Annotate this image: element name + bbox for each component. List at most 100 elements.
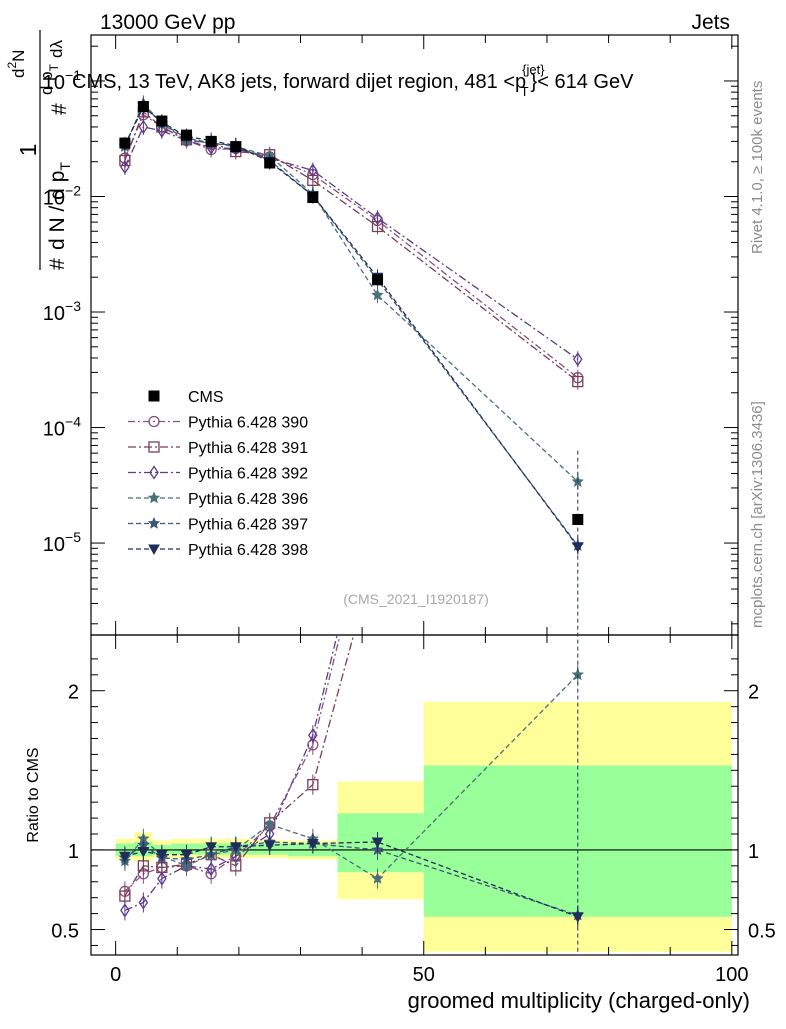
ylabel-hash-left: # <box>46 258 69 270</box>
series-point-main-2-9 <box>573 352 583 367</box>
legend-marker-5 <box>148 544 160 556</box>
series-point-ratio-5-5 <box>229 842 242 853</box>
yr-tick-label-right-0: 0.5 <box>748 921 776 943</box>
ym-tick-label-4: 10−1 <box>43 67 81 94</box>
series-point-ratio-5-3 <box>180 850 193 861</box>
uncertainty-bands <box>115 701 732 952</box>
legend-marker-4 <box>147 516 161 529</box>
x-axis-label: groomed multiplicity (charged-only) <box>408 988 750 1013</box>
series-line-main-4 <box>124 103 579 547</box>
series-point-main-1-9 <box>572 375 584 388</box>
series-point-ratio-2-0 <box>120 903 130 918</box>
ylabel-den: d pT <box>37 63 61 95</box>
header-right: Jets <box>691 11 730 34</box>
data-point-2 <box>156 115 168 127</box>
x-tick-label-0: 0 <box>110 964 121 986</box>
band-inner-9 <box>423 765 732 917</box>
data-point-8 <box>372 274 384 286</box>
series-point-ratio-3-8 <box>371 871 384 884</box>
series-line-main-0 <box>124 113 579 379</box>
data-point-5 <box>230 141 242 153</box>
yr-tick-label-right-2: 2 <box>748 682 759 704</box>
analysis-tag: (CMS_2021_I1920187) <box>343 591 489 607</box>
series-point-ratio-5-0 <box>119 851 131 863</box>
yr-tick-label-right-1: 1 <box>748 841 759 863</box>
data-point-0 <box>119 137 131 149</box>
series-point-ratio-5-8 <box>371 837 384 848</box>
series-point-ratio-2-1 <box>138 895 149 910</box>
series-point-ratio-2-4 <box>206 861 216 877</box>
data-point-4 <box>205 135 217 147</box>
series-point-ratio-3-6 <box>263 817 277 830</box>
legend-label-3: Pythia 6.428 396 <box>188 491 308 508</box>
legend-marker-0 <box>148 415 160 428</box>
legend-marker-1 <box>148 441 160 453</box>
series-point-main-2-8 <box>372 210 383 226</box>
series-line-ratio-3 <box>124 674 579 880</box>
title-subscript: T <box>521 84 529 99</box>
legend-label-5: Pythia 6.428 398 <box>188 542 308 559</box>
axis-ticks: 0 50 100 10−5 10−4 10−3 10−2 10−1 0.5 0.5 1 1 2 2 <box>43 35 776 986</box>
series-point-main-2-7 <box>308 163 318 178</box>
data-point-1 <box>137 101 149 113</box>
series-point-ratio-5-6 <box>263 840 276 852</box>
ylabel-hash-right: # <box>48 103 71 115</box>
series-point-ratio-5-2 <box>156 850 168 861</box>
series-line-main-1 <box>124 110 579 383</box>
ylabel-one: 1 <box>15 144 41 157</box>
legend-label-1: Pythia 6.428 391 <box>188 440 308 457</box>
series-line-ratio-5 <box>124 841 579 918</box>
side-label-mcplots: mcplots.cern.ch [arXiv:1306.3436] <box>749 401 766 628</box>
plot-frames <box>90 34 739 956</box>
series-point-main-2-2 <box>157 123 167 139</box>
series-point-ratio-5-7 <box>306 839 319 850</box>
header-left: 13000 GeV pp <box>100 11 235 34</box>
data-point-3 <box>181 129 193 141</box>
data-point-6 <box>264 157 276 169</box>
yr-tick-label-1: 1 <box>68 841 79 863</box>
series-point-ratio-2-7 <box>308 728 318 743</box>
side-label-rivet: Rivet 4.1.0, ≥ 100k events <box>749 81 766 254</box>
y-axis-label-main: 1 # d N / d pT # d pT d2N dλ <box>5 30 73 270</box>
ylabel-d2n: d2N <box>5 50 28 78</box>
legend: CMS Pythia 6.428 390 Pythia 6.428 391 Pythi… <box>128 389 308 559</box>
legend-label-4: Pythia 6.428 397 <box>188 517 308 534</box>
series-layer <box>118 95 585 955</box>
series-point-main-2-0 <box>120 159 130 175</box>
legend-label-data: CMS <box>188 389 224 406</box>
series-point-ratio-2-2 <box>157 871 167 886</box>
series-line-ratio-4 <box>124 841 578 916</box>
series-line-ratio-2 <box>124 635 338 912</box>
legend-marker-data <box>148 390 160 402</box>
series-line-ratio-0 <box>124 635 341 892</box>
ym-tick-label-0: 10−5 <box>43 529 81 556</box>
legend-marker-2 <box>149 465 159 480</box>
legend-label-0: Pythia 6.428 390 <box>188 415 308 432</box>
series-line-main-5 <box>124 105 579 548</box>
yr-tick-label-0: 0.5 <box>51 921 79 943</box>
series-point-main-2-1 <box>138 119 149 135</box>
title-tail: }< 614 GeV <box>531 71 635 93</box>
yr-tick-label-2: 2 <box>68 682 79 704</box>
series-point-ratio-5-4 <box>205 842 218 853</box>
y-axis-label-ratio: Ratio to CMS <box>25 747 42 842</box>
legend-marker-3 <box>147 491 161 504</box>
ylabel-dlambda: dλ <box>47 40 66 58</box>
data-point-7 <box>307 192 319 204</box>
series-point-main-3-8 <box>371 288 384 301</box>
series-point-ratio-1-7 <box>307 779 319 791</box>
ym-tick-label-2: 10−3 <box>43 298 81 325</box>
title-superscript: {jet} <box>522 62 545 77</box>
data-point-9 <box>572 513 584 525</box>
legend-label-2: Pythia 6.428 392 <box>188 466 308 483</box>
ratio-panel-frame <box>90 634 739 956</box>
series-line-ratio-1 <box>124 635 355 897</box>
x-tick-label-50: 50 <box>413 964 435 986</box>
chart-title: CMS, 13 TeV, AK8 jets, forward dijet reg… <box>72 62 634 99</box>
series-point-ratio-5-1 <box>137 847 150 858</box>
ym-tick-label-3: 10−2 <box>43 182 81 209</box>
ylabel-num: d N / d pT <box>46 162 73 250</box>
x-tick-label-100: 100 <box>715 964 748 986</box>
